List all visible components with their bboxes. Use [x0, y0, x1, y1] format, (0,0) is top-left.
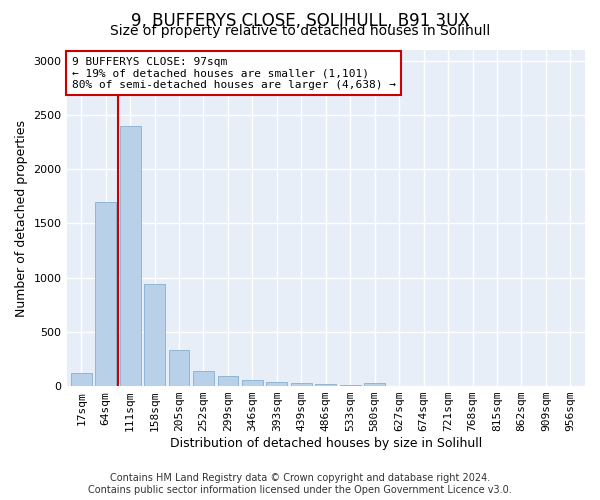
Bar [364, 383, 385, 386]
X-axis label: Distribution of detached houses by size in Solihull: Distribution of detached houses by size … [170, 437, 482, 450]
Text: Contains HM Land Registry data © Crown copyright and database right 2024.
Contai: Contains HM Land Registry data © Crown c… [88, 474, 512, 495]
Bar [193, 371, 214, 386]
Text: Size of property relative to detached houses in Solihull: Size of property relative to detached ho… [110, 24, 490, 38]
Bar [144, 284, 165, 386]
Bar [120, 126, 140, 386]
Bar [218, 376, 238, 386]
Y-axis label: Number of detached properties: Number of detached properties [15, 120, 28, 316]
Bar [316, 384, 336, 386]
Bar [242, 380, 263, 386]
Bar [95, 202, 116, 386]
Text: 9 BUFFERYS CLOSE: 97sqm
← 19% of detached houses are smaller (1,101)
80% of semi: 9 BUFFERYS CLOSE: 97sqm ← 19% of detache… [72, 56, 396, 90]
Bar [266, 382, 287, 386]
Text: 9, BUFFERYS CLOSE, SOLIHULL, B91 3UX: 9, BUFFERYS CLOSE, SOLIHULL, B91 3UX [131, 12, 469, 30]
Bar [340, 385, 361, 386]
Bar [71, 373, 92, 386]
Bar [169, 350, 190, 386]
Bar [291, 384, 312, 386]
